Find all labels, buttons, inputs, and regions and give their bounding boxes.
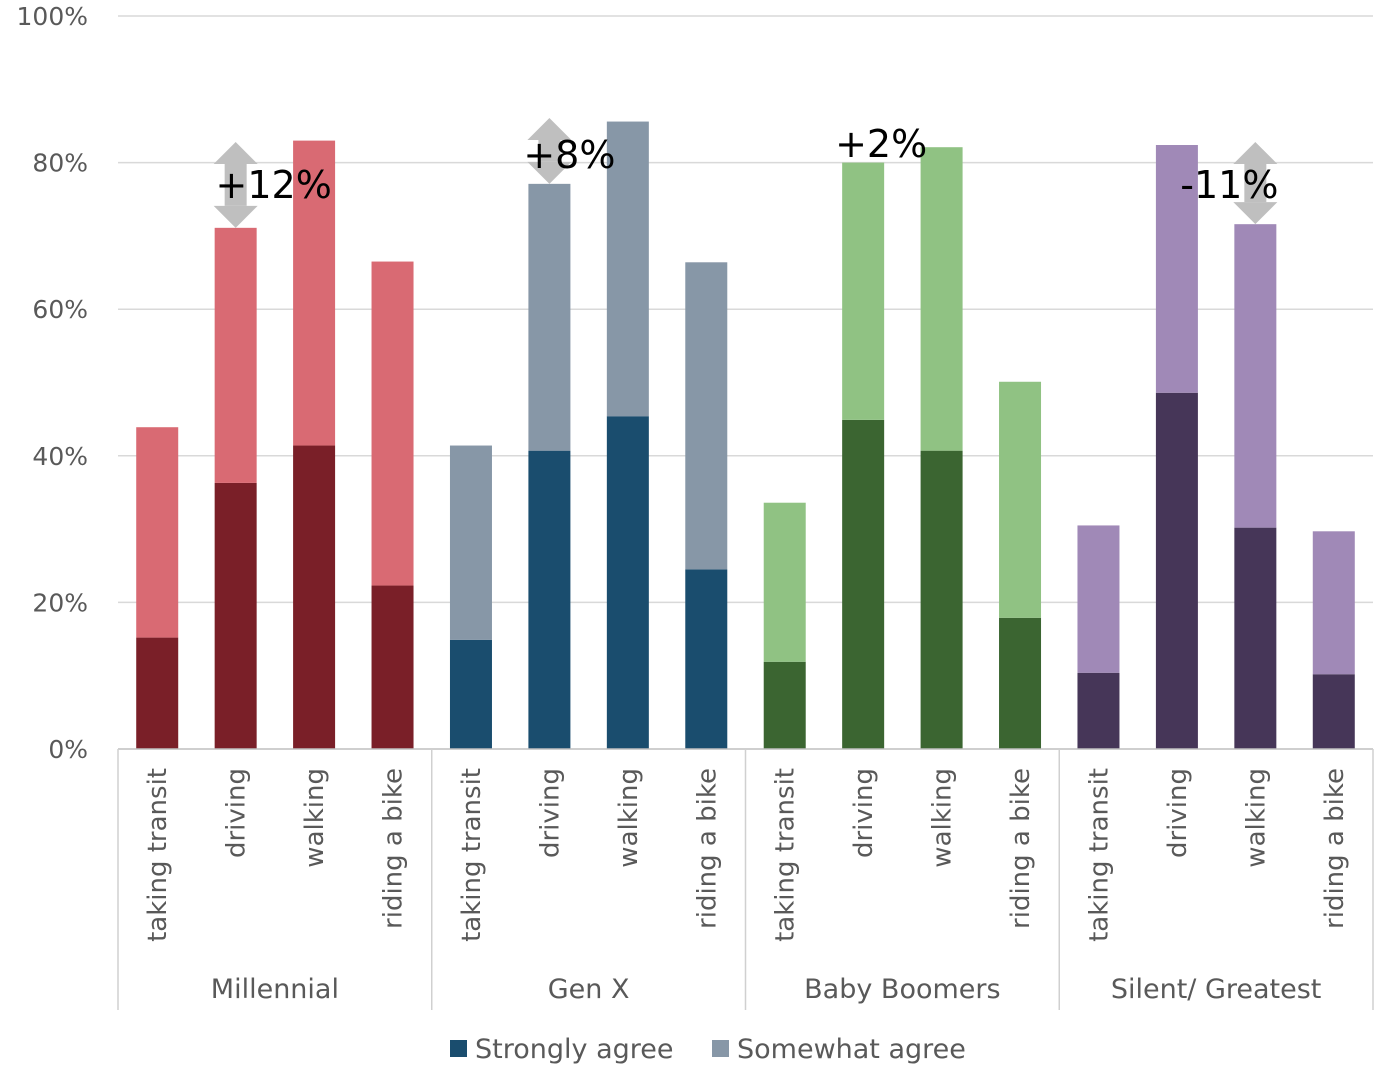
category-label: driving [1163,768,1193,858]
category-label: riding a bike [1006,768,1036,929]
y-tick-label: 40% [32,442,88,471]
category-label: walking [614,768,644,868]
arrow-head-down [213,205,258,228]
category-label: riding a bike [692,768,722,929]
bar-strongly-agree [920,450,963,749]
category-label: taking transit [771,768,801,942]
legend-swatch [712,1040,729,1057]
bar-strongly-agree [371,585,414,749]
bar-strongly-agree [1155,392,1198,749]
arrow-shaft [538,140,561,162]
bar-somewhat-agree [685,262,728,570]
bar-strongly-agree [606,416,649,749]
y-tick-label: 80% [32,149,88,178]
bar-somewhat-agree [920,147,963,451]
bar-somewhat-agree [136,427,179,638]
arrow-shaft [1244,164,1267,203]
bar-strongly-agree [449,639,492,749]
group-label: Silent/ Greatest [1111,974,1322,1005]
group-label: Millennial [211,974,339,1005]
bar-somewhat-agree [214,227,257,483]
category-label: taking transit [143,768,173,942]
legend-swatch [450,1040,467,1057]
arrow-head-up [213,142,258,164]
bar-strongly-agree [528,450,571,749]
bar-strongly-agree [214,482,257,749]
bar-somewhat-agree [1155,145,1198,393]
bar-somewhat-agree [528,183,571,451]
arrow-head-up [527,118,572,140]
bar-strongly-agree [1234,527,1277,749]
category-label: walking [1241,768,1271,868]
bar-somewhat-agree [999,381,1042,618]
legend-label: Somewhat agree [737,1034,966,1065]
bar-strongly-agree [763,661,806,749]
bar-somewhat-agree [842,162,885,420]
bar-somewhat-agree [449,445,492,640]
arrow-head-up [1233,142,1278,164]
arrow-head-down [1233,202,1278,225]
bar-strongly-agree [999,617,1042,749]
bar-somewhat-agree [371,261,414,586]
category-label: taking transit [457,768,487,942]
bar-somewhat-agree [763,502,806,662]
bar-strongly-agree [842,419,885,749]
category-label: taking transit [1084,768,1114,942]
y-tick-label: 20% [32,588,88,617]
legend-label: Strongly agree [475,1034,673,1065]
bar-somewhat-agree [606,121,649,417]
bar-strongly-agree [1077,672,1120,749]
y-tick-label: 0% [48,735,88,764]
bar-somewhat-agree [1077,525,1120,673]
arrow-shaft [224,164,247,206]
group-label: Gen X [548,974,630,1005]
category-label: riding a bike [379,768,409,929]
category-label: driving [222,768,252,858]
annotation-label: +12% [216,163,332,207]
bar-strongly-agree [1312,674,1355,749]
arrow-head-down [527,161,572,184]
group-label: Baby Boomers [804,974,1000,1005]
bar-somewhat-agree [1234,224,1277,528]
annotation-label: +2% [835,122,927,166]
category-label: walking [928,768,958,868]
category-label: driving [535,768,565,858]
y-tick-label: 60% [32,295,88,324]
annotation-label: +8% [523,133,615,177]
y-tick-label: 100% [17,2,88,31]
bar-somewhat-agree [1312,531,1355,675]
bar-strongly-agree [136,637,179,749]
bar-somewhat-agree [293,140,336,446]
category-label: walking [300,768,330,868]
category-label: driving [849,768,879,858]
annotation-label: -11% [1180,163,1278,207]
category-label: riding a bike [1320,768,1350,929]
bar-strongly-agree [293,445,336,749]
bar-strongly-agree [685,569,728,749]
